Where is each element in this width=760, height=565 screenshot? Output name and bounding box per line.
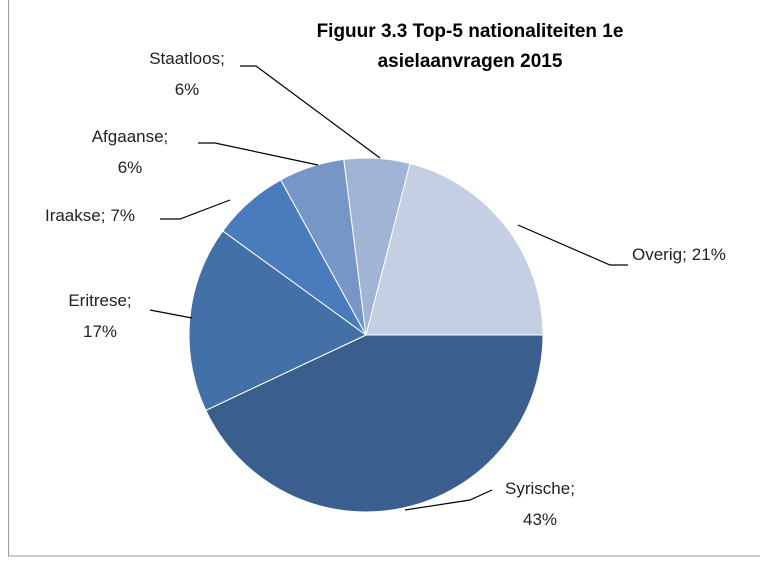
label-category: Overig; bbox=[632, 245, 687, 264]
pie-slice bbox=[205, 334, 544, 513]
label-category: Staatloos; bbox=[149, 49, 225, 68]
leader-line bbox=[198, 142, 319, 166]
label-value: 43% bbox=[523, 510, 557, 529]
label-value: 6% bbox=[175, 80, 200, 99]
leader-line bbox=[149, 309, 193, 319]
data-label: Staatloos; 6% bbox=[149, 49, 225, 99]
leader-line bbox=[240, 65, 381, 159]
data-label: Afgaanse; 6% bbox=[92, 127, 169, 177]
label-category: Eritrese; bbox=[68, 291, 131, 310]
label-category: Afgaanse; bbox=[92, 127, 169, 146]
label-value: 7% bbox=[110, 206, 135, 225]
data-label: Iraakse; 7% bbox=[45, 206, 135, 225]
data-label: Syrische; 43% bbox=[505, 479, 575, 529]
label-value: 17% bbox=[83, 322, 117, 341]
data-label: Eritrese; 17% bbox=[68, 291, 131, 341]
leader-line bbox=[517, 224, 628, 266]
label-value: 6% bbox=[118, 158, 143, 177]
pie-slice bbox=[188, 230, 367, 412]
chart-title: Figuur 3.3 Top-5 nationaliteiten 1e bbox=[317, 21, 624, 42]
label-value: 21% bbox=[692, 245, 726, 264]
chart-title: asielaanvragen 2015 bbox=[378, 51, 563, 72]
data-label: Overig; 21% bbox=[632, 245, 726, 264]
chart-frame bbox=[8, 0, 760, 557]
pie-slice bbox=[365, 162, 544, 336]
leader-line bbox=[404, 489, 493, 511]
label-category: Syrische; bbox=[505, 479, 575, 498]
label-category: Iraakse; bbox=[45, 206, 105, 225]
leader-line bbox=[160, 199, 231, 220]
